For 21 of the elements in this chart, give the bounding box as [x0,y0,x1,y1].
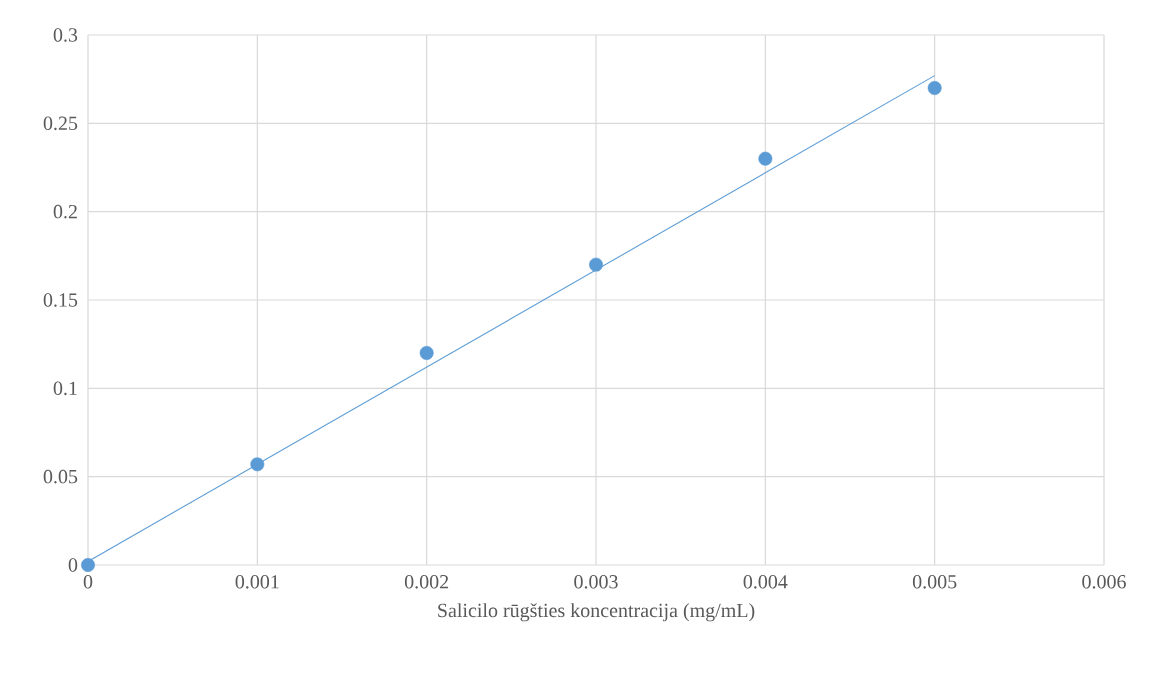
x-axis-title: Salicilo rūgšties koncentracija (mg/mL) [438,603,755,622]
point [589,257,603,272]
x-tick-label: 0.001 [235,575,279,589]
x-tick-label: 0.003 [574,575,618,589]
y-tick-label: 0 [68,558,78,572]
point [927,81,942,95]
x-tick-label: 0.006 [1082,575,1126,589]
x-tick-label: 0 [83,575,93,589]
y-tick-label: 0.05 [43,469,78,484]
x-tick-label: 0.002 [404,575,449,589]
y-tick-label: 0.15 [43,293,78,307]
point [758,151,773,166]
point [81,558,95,572]
y-tick-label: 0.3 [53,28,78,42]
point [250,457,265,472]
x-tick-label: 0.004 [743,575,788,589]
point [419,346,434,360]
y-tick-label: 0.1 [53,381,77,396]
y-tick-label: 0.2 [53,204,77,219]
y-tick-label: 0.25 [43,116,78,131]
x-tick-label: 0.005 [912,575,957,589]
